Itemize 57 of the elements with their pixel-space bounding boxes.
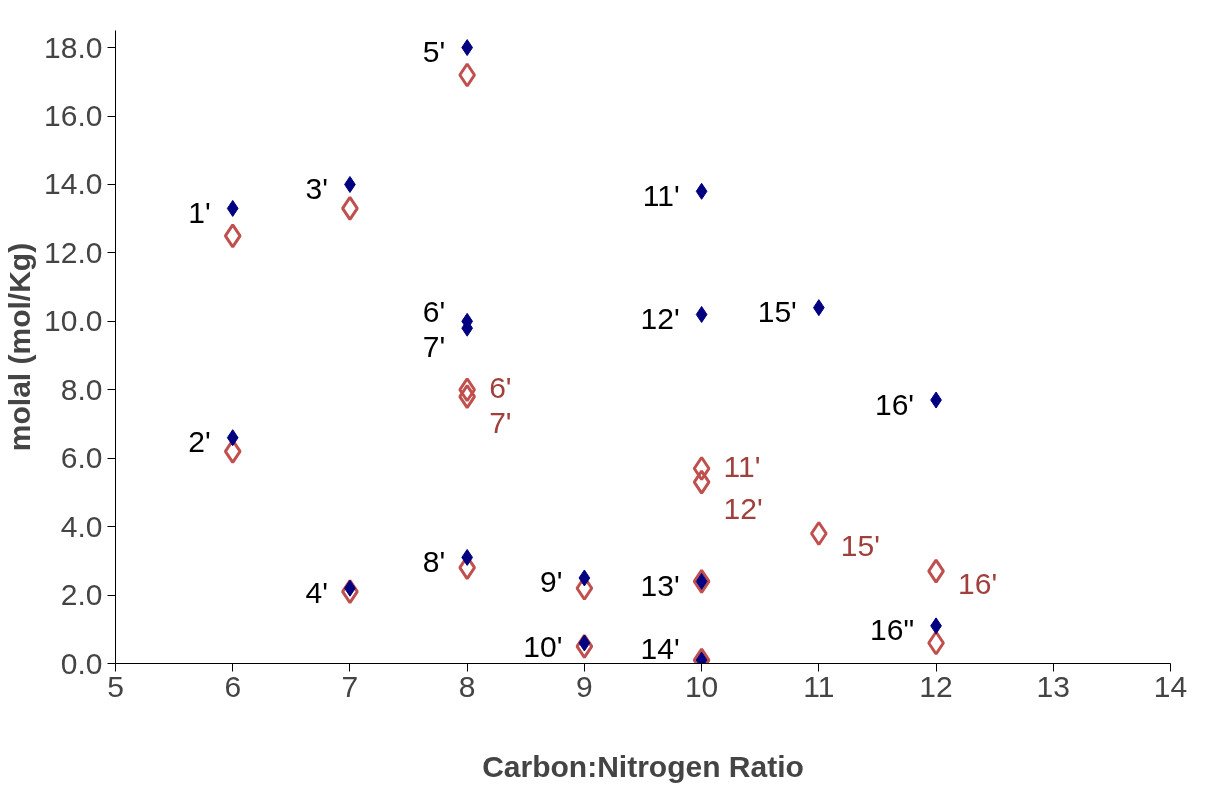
y-tick-label: 4.0	[60, 509, 103, 543]
point	[692, 469, 711, 495]
point	[226, 429, 239, 447]
point	[695, 572, 708, 590]
point	[695, 182, 708, 200]
annotation: 15'	[757, 295, 797, 329]
point	[226, 199, 239, 217]
annotation: 12'	[723, 491, 763, 525]
annotation: 7'	[489, 406, 512, 440]
annotation: 15'	[840, 528, 880, 562]
x-tick-label: 9	[576, 669, 593, 703]
annotation: 8'	[422, 544, 446, 578]
x-tick-label: 13	[1036, 669, 1070, 703]
y-tick-label: 2.0	[60, 578, 103, 612]
x-axis-title: Carbon:Nitrogen Ratio	[482, 749, 804, 783]
x-tick-label: 7	[341, 669, 359, 703]
point	[578, 569, 591, 587]
y-tick-label: 8.0	[60, 372, 103, 406]
point	[692, 455, 711, 481]
annotation: 2'	[188, 425, 211, 459]
annotation: 5'	[422, 35, 446, 69]
x-tick-label: 12	[919, 669, 953, 703]
y-tick-label: 18.0	[44, 30, 103, 64]
x-tick-label: 11	[803, 669, 835, 703]
annotation: 4'	[305, 575, 328, 609]
annotation: 1'	[188, 195, 211, 229]
x-tick-label: 6	[224, 669, 242, 703]
annotation: 11'	[723, 449, 761, 483]
y-tick-label: 10.0	[44, 304, 103, 338]
annotation: 16"	[870, 613, 915, 647]
point	[575, 633, 594, 659]
point	[578, 634, 591, 652]
point	[223, 223, 242, 249]
annotation: 9'	[539, 565, 563, 599]
point	[692, 568, 711, 594]
y-tick-label: 0.0	[60, 646, 103, 680]
annotation: 16'	[958, 566, 998, 600]
annotation: 6'	[489, 371, 512, 405]
y-tick-label: 12.0	[44, 235, 103, 269]
annotation: 14'	[640, 631, 680, 665]
y-tick-label: 14.0	[44, 167, 103, 201]
x-tick-label: 10	[684, 669, 719, 703]
x-tick-label: 5	[107, 669, 124, 703]
annotation: 3'	[305, 171, 328, 205]
annotation: 6'	[422, 294, 446, 328]
y-tick-label: 6.0	[60, 441, 103, 475]
annotation: 16'	[874, 387, 915, 421]
annotation: 10'	[523, 630, 563, 664]
annotation: 12'	[640, 301, 680, 335]
annotation: 11'	[642, 178, 680, 212]
x-tick-label: 14	[1153, 669, 1188, 703]
y-tick-label: 16.0	[44, 99, 103, 133]
x-tick-label: 8	[458, 669, 476, 703]
annotation: 13'	[640, 568, 680, 602]
point	[695, 305, 708, 323]
y-axis-title: molal (mol/Kg)	[3, 242, 37, 452]
annotation: 7'	[422, 329, 446, 363]
